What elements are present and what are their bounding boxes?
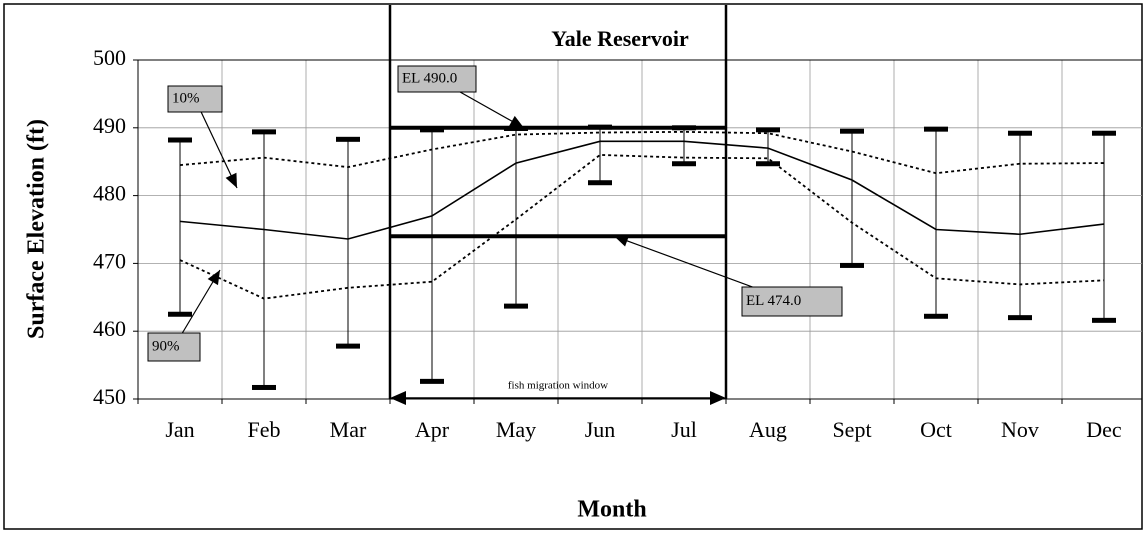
x-tick-label: Jan — [165, 417, 194, 442]
arrow-head — [614, 235, 630, 247]
x-tick-label: Mar — [330, 417, 367, 442]
arrow-head — [508, 115, 524, 128]
callout-label: EL 490.0 — [402, 70, 457, 86]
x-tick-label: Aug — [749, 417, 787, 442]
high-cap — [756, 127, 780, 133]
low-cap — [756, 161, 780, 167]
y-tick-label: 460 — [93, 316, 126, 341]
callout-label: EL 474.0 — [746, 293, 801, 309]
high-cap — [168, 137, 192, 143]
low-cap — [252, 384, 276, 390]
high-cap — [1008, 130, 1032, 136]
x-tick-label: Feb — [248, 417, 281, 442]
low-cap — [1092, 317, 1116, 323]
x-tick-label: Oct — [920, 417, 952, 442]
callout-box — [147, 332, 201, 362]
high-cap — [252, 129, 276, 135]
x-tick-label: Jun — [585, 417, 616, 442]
high-cap — [840, 128, 864, 134]
high-cap — [924, 126, 948, 132]
high-cap — [1092, 130, 1116, 136]
low-cap — [840, 262, 864, 268]
window-label: fish migration window — [508, 380, 608, 392]
x-tick-label: Apr — [415, 417, 450, 442]
y-tick-label: 450 — [93, 384, 126, 409]
low-cap — [588, 180, 612, 186]
high-cap — [336, 136, 360, 142]
low-cap — [420, 378, 444, 384]
x-axis-label: Month — [577, 497, 646, 523]
y-tick-label: 470 — [93, 248, 126, 273]
y-tick-label: 500 — [93, 45, 126, 70]
low-cap — [1008, 315, 1032, 321]
callout-label: 90% — [152, 338, 180, 354]
arrow-head — [710, 391, 726, 405]
x-tick-label: Jul — [671, 417, 697, 442]
callout-box — [741, 286, 843, 317]
x-tick-label: Nov — [1001, 417, 1039, 442]
arrow-head — [207, 270, 220, 286]
arrow-head — [390, 391, 406, 405]
series-line — [179, 154, 1105, 300]
low-cap — [504, 303, 528, 309]
callout-label: 10% — [172, 90, 200, 106]
callout-box — [167, 85, 223, 113]
chart-title: Yale Reservoir — [551, 26, 689, 51]
low-cap — [924, 313, 948, 319]
low-cap — [672, 161, 696, 167]
low-cap — [336, 343, 360, 349]
x-tick-label: Sept — [832, 417, 871, 442]
y-axis-label: Surface Elevation (ft) — [24, 119, 50, 339]
callout-box — [397, 65, 477, 93]
low-cap — [168, 311, 192, 317]
frame — [3, 3, 1143, 530]
x-tick-label: May — [496, 417, 536, 442]
arrow-head — [225, 172, 237, 188]
series-line — [179, 140, 1105, 240]
callout-arrow — [194, 98, 238, 189]
x-tick-label: Dec — [1086, 417, 1122, 442]
y-tick-label: 480 — [93, 181, 126, 206]
high-cap — [420, 127, 444, 133]
y-tick-label: 490 — [93, 113, 126, 138]
